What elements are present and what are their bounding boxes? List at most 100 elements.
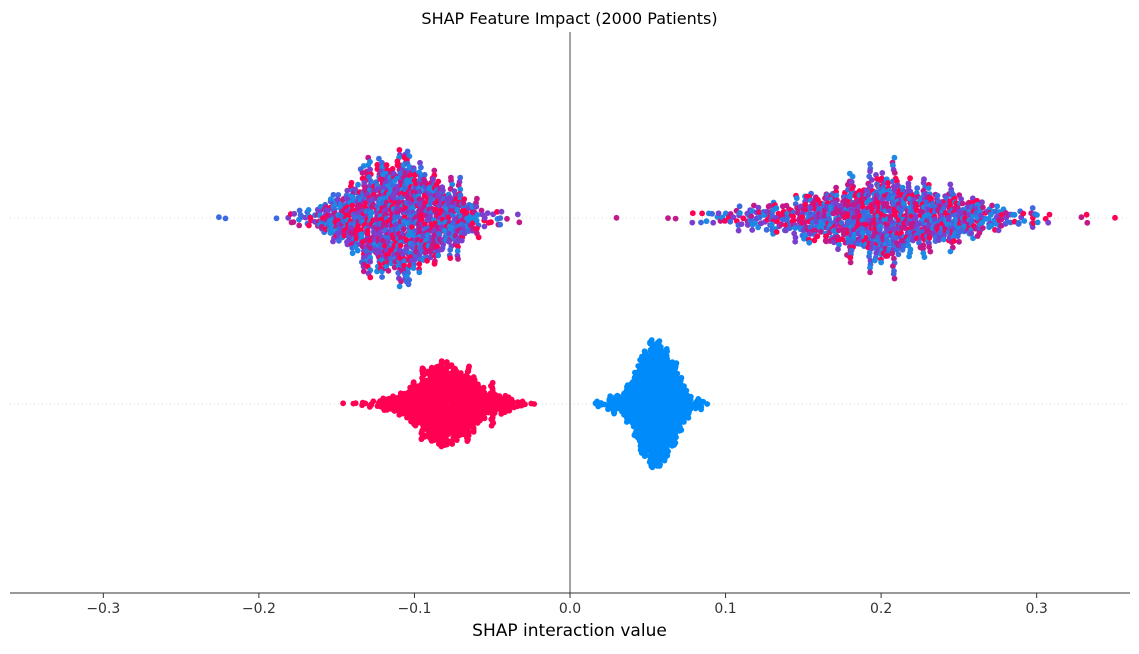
data-point [354,247,361,254]
data-point [411,257,418,264]
data-point [434,243,441,250]
data-point [909,225,916,231]
data-point [516,219,523,226]
data-point [661,457,668,464]
data-point [397,170,404,177]
data-point [763,208,770,215]
data-point [421,171,428,178]
data-point [685,414,692,421]
data-point [1083,211,1090,218]
data-point [383,263,390,270]
data-point [755,224,761,231]
data-point [454,248,461,254]
data-point [824,195,831,202]
data-point [851,227,857,234]
data-point [514,211,521,218]
data-point [698,403,705,410]
data-point [917,221,923,227]
data-point [890,263,896,270]
data-point [497,215,504,222]
data-point [926,244,932,251]
data-point [792,225,798,232]
data-point [947,248,954,255]
data-point [404,220,411,227]
data-point [891,255,897,262]
data-point [751,202,757,209]
data-point [379,274,385,280]
data-point [364,230,371,237]
data-point [689,219,696,226]
data-point [890,195,896,202]
data-point [404,148,411,155]
data-point [833,184,839,191]
data-point [484,210,491,217]
data-point [379,159,385,166]
data-point [330,238,336,245]
data-point [400,251,406,258]
data-point [441,442,448,448]
data-point [383,162,390,168]
data-point [426,184,433,191]
data-point [831,239,837,246]
data-point [216,214,222,221]
data-point [976,230,983,236]
data-point [447,255,454,261]
data-point [951,238,957,244]
data-point [736,203,743,210]
data-point [671,442,677,448]
data-point [422,221,428,228]
data-point [823,233,830,240]
data-point [431,167,438,174]
data-point [341,232,348,239]
data-point [847,193,854,200]
x-tick-label: −0.1 [397,601,431,617]
data-point [338,213,345,219]
data-point [358,231,365,238]
data-points [216,147,1118,471]
data-point [847,259,854,266]
data-point [980,225,986,231]
data-point [891,275,898,282]
data-point [947,181,954,188]
data-point [418,216,425,223]
data-point [689,210,696,217]
data-point [440,241,447,248]
data-point [752,220,758,226]
data-point [704,401,711,407]
data-point [744,222,751,228]
data-point [994,203,1001,210]
data-point [656,463,663,469]
data-point [457,186,464,193]
data-point [901,225,908,232]
data-point [494,209,500,215]
data-point [417,229,423,236]
data-point [349,250,356,257]
data-point [355,181,361,188]
data-point [806,239,813,246]
data-point [335,192,342,198]
data-point [921,254,928,260]
data-point [961,223,967,230]
data-point [362,200,369,207]
data-point [849,186,855,192]
data-point [395,199,402,206]
data-point [306,222,312,229]
data-point [927,248,934,255]
data-point [397,242,404,249]
data-point [1020,210,1027,217]
data-point [474,212,481,218]
data-point [907,175,913,182]
data-point [919,209,926,216]
data-point [388,256,394,262]
data-point [340,400,346,407]
data-point [970,235,976,242]
data-point [755,204,762,211]
data-point [353,235,360,242]
data-point [1046,211,1053,218]
data-point [735,227,742,234]
data-point [435,252,442,259]
data-point [1034,219,1041,226]
data-point [355,223,361,229]
data-point [954,233,961,240]
data-point [807,231,813,237]
